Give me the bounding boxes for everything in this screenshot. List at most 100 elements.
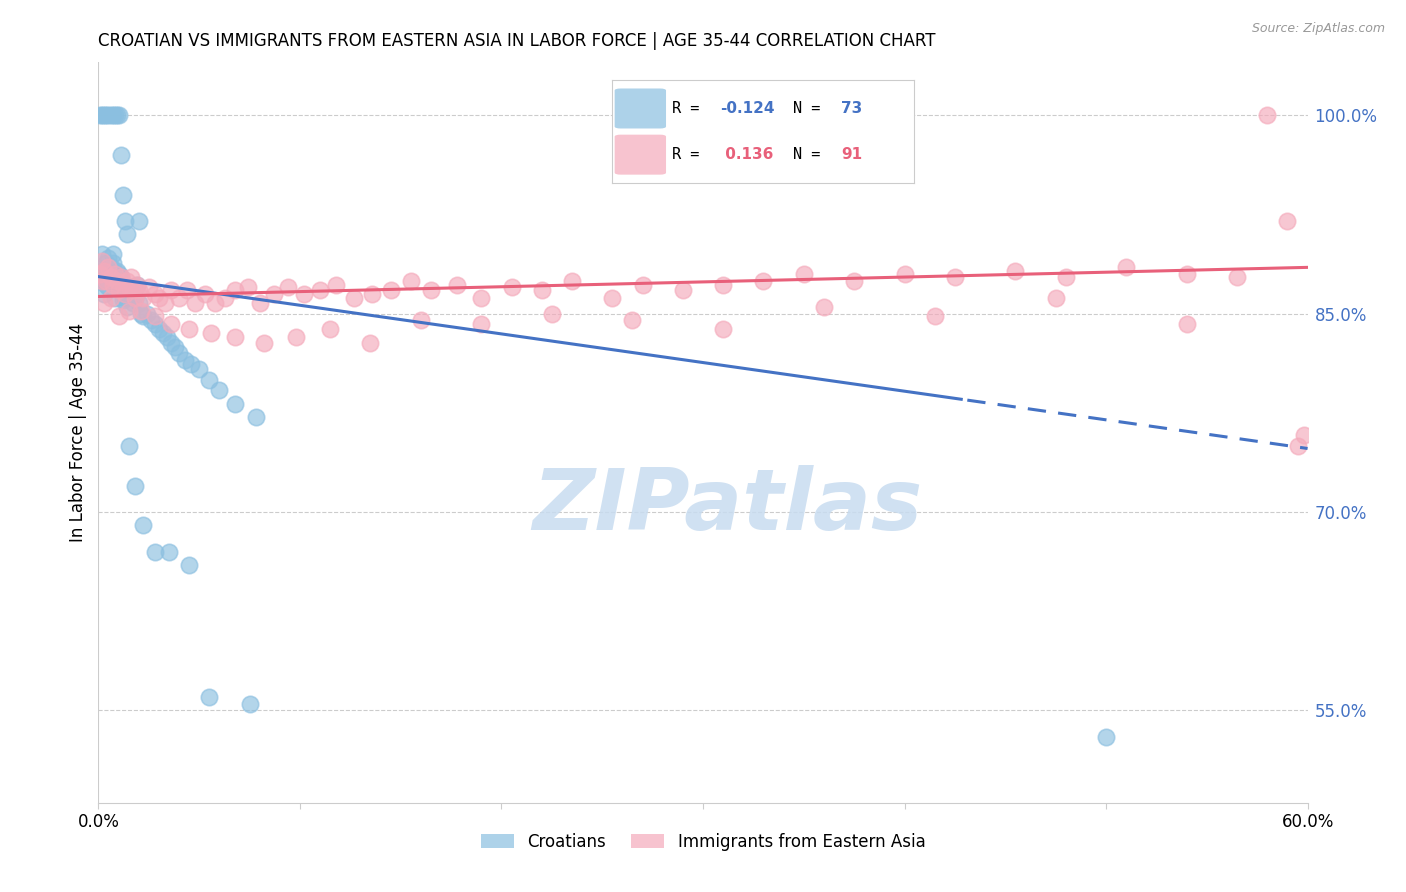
Point — [263, 286, 285, 301]
Point — [167, 346, 190, 360]
Point — [184, 296, 207, 310]
Point — [224, 283, 246, 297]
Text: N =: N = — [793, 101, 830, 116]
Point — [97, 108, 120, 122]
Point — [125, 277, 148, 292]
Point — [399, 274, 422, 288]
Text: Source: ZipAtlas.com: Source: ZipAtlas.com — [1251, 22, 1385, 36]
Point — [139, 313, 162, 327]
Point — [101, 256, 124, 270]
Point — [93, 108, 115, 122]
Point — [96, 277, 118, 292]
Point — [176, 283, 198, 297]
Point — [752, 274, 775, 288]
Point — [111, 293, 134, 308]
Point — [602, 291, 624, 305]
Point — [132, 291, 155, 305]
Point — [110, 269, 132, 284]
Point — [253, 335, 276, 350]
Point — [143, 544, 166, 558]
Point — [1004, 264, 1026, 278]
Point — [152, 326, 174, 341]
Point — [200, 326, 222, 341]
Point — [239, 697, 262, 711]
Point — [793, 267, 815, 281]
Point — [1277, 214, 1299, 228]
Point — [621, 313, 644, 327]
Point — [89, 108, 111, 122]
Point — [101, 277, 124, 292]
Text: 91: 91 — [841, 147, 862, 162]
Point — [129, 304, 152, 318]
Point — [208, 384, 231, 398]
Text: 73: 73 — [841, 101, 863, 116]
Point — [121, 296, 143, 310]
Point — [163, 340, 186, 354]
Point — [107, 108, 129, 122]
Point — [361, 286, 384, 301]
Point — [89, 274, 111, 288]
Point — [160, 317, 183, 331]
Point — [943, 269, 966, 284]
Point — [360, 335, 382, 350]
Point — [156, 330, 179, 344]
Point — [157, 544, 180, 558]
Point — [1292, 428, 1315, 442]
Point — [180, 357, 202, 371]
Point — [103, 269, 125, 284]
Point — [97, 251, 120, 265]
Point — [107, 267, 129, 281]
Point — [813, 300, 835, 314]
Point — [174, 352, 197, 367]
Point — [124, 291, 146, 305]
Point — [118, 280, 141, 294]
Text: -0.124: -0.124 — [720, 101, 775, 116]
Point — [540, 307, 562, 321]
Point — [91, 253, 114, 268]
Point — [143, 286, 166, 301]
Point — [93, 264, 115, 278]
Point — [100, 260, 122, 275]
Point — [91, 264, 114, 278]
Point — [107, 310, 129, 324]
Point — [1045, 291, 1067, 305]
Point — [132, 310, 155, 324]
Point — [132, 518, 155, 533]
Point — [631, 277, 654, 292]
FancyBboxPatch shape — [614, 135, 666, 175]
Point — [236, 280, 259, 294]
Point — [1095, 730, 1118, 744]
Point — [135, 307, 157, 321]
Text: CROATIAN VS IMMIGRANTS FROM EASTERN ASIA IN LABOR FORCE | AGE 35-44 CORRELATION : CROATIAN VS IMMIGRANTS FROM EASTERN ASIA… — [98, 32, 936, 50]
Point — [501, 280, 523, 294]
Y-axis label: In Labor Force | Age 35-44: In Labor Force | Age 35-44 — [69, 323, 87, 542]
Point — [124, 291, 146, 305]
Point — [118, 439, 141, 453]
Point — [103, 267, 125, 281]
Point — [100, 269, 122, 284]
Point — [1175, 317, 1198, 331]
Point — [93, 267, 115, 281]
Point — [179, 322, 201, 336]
Point — [343, 291, 366, 305]
Point — [110, 274, 132, 288]
Point — [711, 322, 734, 336]
Point — [309, 283, 332, 297]
Point — [100, 108, 122, 122]
Point — [111, 187, 134, 202]
Point — [100, 291, 122, 305]
Point — [93, 286, 115, 301]
Text: R =: R = — [672, 147, 709, 162]
Point — [561, 274, 583, 288]
Point — [105, 274, 128, 288]
Point — [198, 373, 221, 387]
Point — [100, 269, 122, 284]
Point — [470, 317, 492, 331]
Point — [118, 304, 141, 318]
Point — [204, 296, 226, 310]
Point — [89, 267, 111, 281]
Point — [110, 148, 132, 162]
Point — [114, 214, 136, 228]
Point — [249, 296, 271, 310]
Point — [893, 267, 915, 281]
